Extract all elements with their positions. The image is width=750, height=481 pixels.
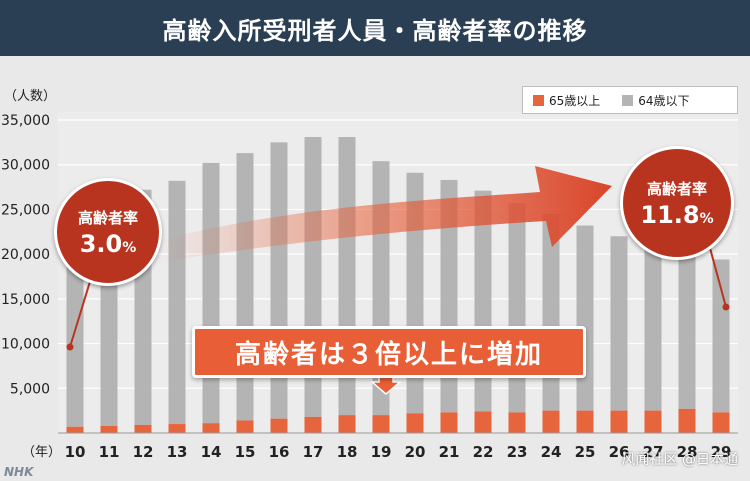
- bar-senior-21: [440, 412, 458, 433]
- bar-other-24: [542, 213, 560, 411]
- bar-other-26: [610, 236, 628, 411]
- x-tick-label: 25: [575, 443, 596, 461]
- legend-item-senior: 65歳以上: [533, 92, 600, 109]
- bubble-right-unit: %: [699, 210, 714, 227]
- x-tick-label: 10: [65, 443, 86, 461]
- x-tick-label: 19: [371, 443, 392, 461]
- bar-senior-23: [508, 412, 526, 433]
- bubble-right-label: 高齢者率: [646, 179, 707, 198]
- legend-label-other: 64歳以下: [638, 93, 690, 108]
- x-tick-label: 27: [643, 443, 664, 461]
- chart-title-bar: 高齢入所受刑者人員・高齢者率の推移: [0, 0, 750, 56]
- bar-senior-20: [406, 413, 424, 433]
- bubble-left: 高齢者率 3.0%: [54, 178, 162, 286]
- bubble-left-label: 高齢者率: [77, 208, 138, 227]
- bar-other-15: [236, 153, 254, 421]
- y-tick-label: 15,000: [1, 292, 50, 308]
- bar-senior-16: [270, 418, 288, 433]
- nhk-logo: NHK: [4, 465, 34, 479]
- legend-label-senior: 65歳以上: [549, 93, 601, 108]
- bar-other-13: [168, 180, 186, 425]
- y-tick-label: 30,000: [1, 158, 50, 174]
- x-tick-label: 29: [711, 443, 732, 461]
- increase-callout: 高齢者は３倍以上に増加: [192, 326, 586, 378]
- legend-swatch-senior: [533, 94, 544, 106]
- x-tick-label: 17: [303, 443, 324, 461]
- x-axis-label: （年）: [22, 445, 61, 460]
- x-tick-label: 14: [201, 443, 222, 461]
- bubble-left-pointer: [69, 274, 93, 348]
- y-axis-label: （人数）: [4, 89, 56, 104]
- bar-senior-15: [236, 420, 254, 433]
- bar-other-29: [712, 259, 730, 413]
- x-tick-label: 12: [133, 443, 154, 461]
- bubble-right-value: 11.8: [640, 200, 700, 229]
- legend-swatch-other: [622, 94, 634, 106]
- bar-other-27: [644, 238, 662, 411]
- legend: 65歳以上 64歳以下: [522, 86, 738, 114]
- legend-item-other: 64歳以下: [622, 92, 690, 109]
- bubble-left-value-wrap: 3.0%: [80, 230, 137, 258]
- bar-other-25: [576, 225, 594, 411]
- bubble-right-value-wrap: 11.8%: [640, 201, 713, 229]
- bar-senior-25: [576, 410, 594, 433]
- bar-senior-27: [644, 410, 662, 433]
- bubble-left-value: 3.0: [79, 229, 123, 258]
- bar-other-28: [678, 247, 696, 409]
- x-tick-label: 26: [609, 443, 630, 461]
- bar-senior-29: [712, 412, 730, 433]
- x-tick-label: 16: [269, 443, 290, 461]
- bar-senior-10: [66, 426, 84, 433]
- callout-text: 高齢者は３倍以上に増加: [234, 339, 543, 370]
- x-tick-label: 24: [541, 443, 562, 461]
- watermark: 风闻社区 @日本通: [621, 452, 738, 468]
- x-tick-label: 11: [99, 443, 120, 461]
- x-tick-label: 28: [677, 443, 698, 461]
- bubble-right-pointer: [709, 247, 727, 308]
- y-tick-label: 35,000: [1, 113, 50, 129]
- bar-senior-17: [304, 416, 322, 433]
- bubble-right: 高齢者率 11.8%: [620, 146, 734, 260]
- x-tick-label: 15: [235, 443, 256, 461]
- x-tick-label: 23: [507, 443, 528, 461]
- x-tick-label: 20: [405, 443, 426, 461]
- y-tick-label: 5,000: [10, 381, 50, 397]
- bar-senior-11: [100, 425, 118, 433]
- bar-senior-18: [338, 415, 356, 433]
- x-tick-label: 21: [439, 443, 460, 461]
- y-tick-label: 25,000: [1, 202, 50, 218]
- bar-senior-14: [202, 423, 220, 433]
- y-tick-label: 10,000: [1, 337, 50, 353]
- bar-senior-24: [542, 410, 560, 433]
- bubble-left-pointer-dot: [66, 343, 74, 351]
- bar-other-14: [202, 162, 220, 424]
- bubble-right-pointer-dot: [722, 303, 730, 311]
- chart-title: 高齢入所受刑者人員・高齢者率の推移: [162, 16, 588, 45]
- bar-senior-13: [168, 424, 186, 433]
- x-tick-label: 22: [473, 443, 494, 461]
- plot-background: [58, 112, 738, 433]
- bar-senior-26: [610, 410, 628, 433]
- trend-arrow: [160, 166, 612, 262]
- bubble-left-unit: %: [122, 239, 137, 256]
- bar-senior-12: [134, 424, 152, 433]
- x-tick-label: 13: [167, 443, 188, 461]
- bar-senior-19: [372, 415, 390, 433]
- x-tick-label: 18: [337, 443, 358, 461]
- bar-other-23: [508, 203, 526, 413]
- bar-senior-28: [678, 408, 696, 433]
- y-tick-label: 20,000: [1, 247, 50, 263]
- bar-senior-22: [474, 411, 492, 433]
